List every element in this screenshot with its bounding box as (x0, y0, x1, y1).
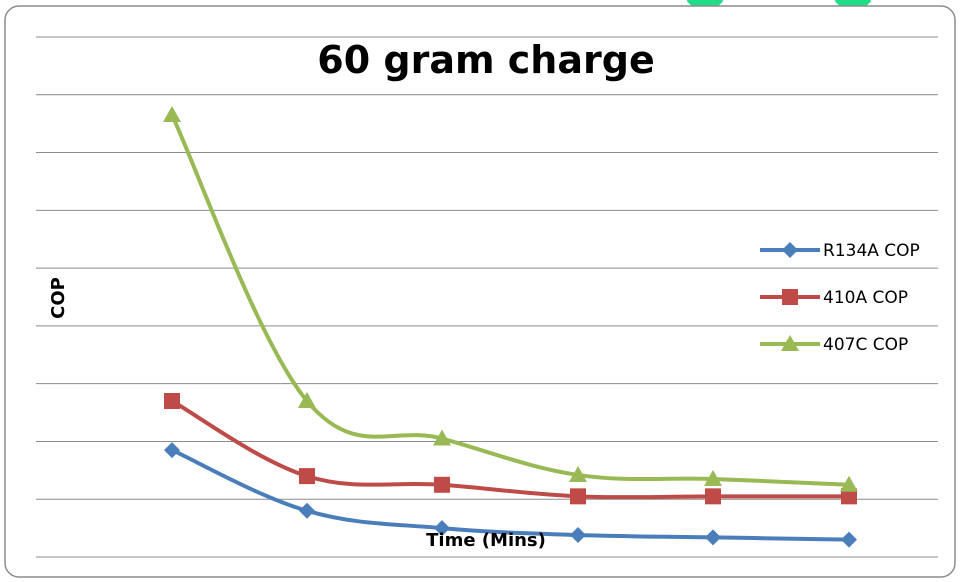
legend-item: R134A COP (760, 241, 920, 261)
series-1 (164, 393, 857, 505)
data-point (705, 488, 721, 505)
data-point (164, 442, 180, 459)
data-point (299, 468, 315, 485)
data-point (434, 476, 450, 493)
data-point (163, 106, 181, 122)
data-point (705, 529, 721, 546)
legend-label: 407C COP (823, 335, 908, 355)
chart-title: 60 gram charge (317, 38, 654, 82)
data-point (298, 392, 316, 408)
data-point (299, 502, 315, 519)
series-line (171, 448, 850, 542)
data-point (704, 470, 722, 486)
legend-label: R134A COP (823, 241, 920, 261)
x-axis-label: Time (Mins) (426, 530, 546, 551)
legend-marker (781, 335, 799, 351)
legend-item: 407C COP (760, 335, 908, 355)
chart-border (4, 5, 956, 578)
data-point (841, 531, 857, 548)
y-axis-label: COP (48, 277, 69, 319)
legend-item: 410A COP (760, 288, 908, 308)
series-layer (163, 106, 858, 548)
data-point (570, 488, 586, 505)
legend-marker (782, 289, 798, 305)
series-2 (163, 106, 858, 492)
data-point (840, 475, 858, 492)
data-point (164, 393, 180, 409)
legend-label: 410A COP (823, 288, 908, 308)
data-point (841, 488, 857, 505)
series-0 (164, 442, 857, 548)
data-point (433, 429, 451, 446)
series-line (171, 399, 849, 500)
data-point (434, 520, 450, 537)
legend-marker (782, 242, 798, 258)
data-point (569, 465, 587, 482)
data-point (570, 527, 586, 544)
legend: R134A COP 410A COP 407C COP (760, 241, 920, 355)
